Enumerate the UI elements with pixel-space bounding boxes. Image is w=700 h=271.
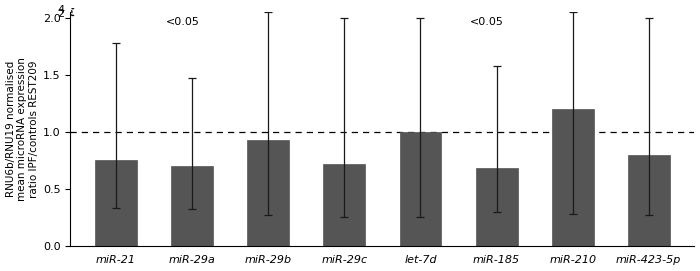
Bar xyxy=(628,154,670,246)
Text: <0.05: <0.05 xyxy=(165,17,199,27)
Bar xyxy=(323,164,365,246)
Bar xyxy=(475,168,517,246)
Bar xyxy=(552,109,594,246)
Bar xyxy=(95,160,137,246)
Y-axis label: RNU6b/RNU19 normalised
mean microRNA expression
ratio IPF/controls REST209: RNU6b/RNU19 normalised mean microRNA exp… xyxy=(6,57,38,201)
Bar xyxy=(400,132,442,246)
Bar xyxy=(247,140,289,246)
Bar xyxy=(172,166,213,246)
Text: 4: 4 xyxy=(57,5,64,15)
Text: 2: 2 xyxy=(57,9,64,19)
Text: <0.05: <0.05 xyxy=(470,17,504,27)
